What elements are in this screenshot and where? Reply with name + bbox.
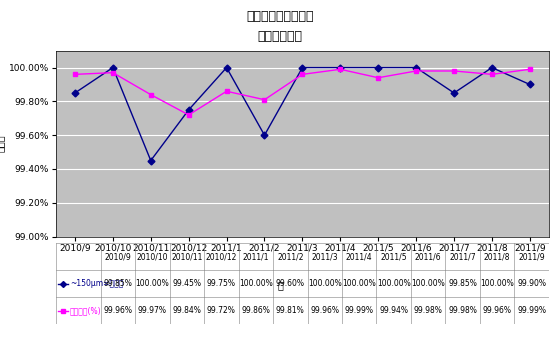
Text: 99.96%: 99.96% bbox=[104, 307, 133, 315]
総良品率(%) bbox=[261, 98, 268, 102]
Text: 2011/1: 2011/1 bbox=[242, 252, 269, 261]
総良品率(%) bbox=[72, 72, 78, 76]
総良品率(%) bbox=[147, 93, 154, 97]
総良品率(%) bbox=[488, 72, 495, 76]
~150μm=良品率 bbox=[223, 66, 230, 70]
Text: 99.99%: 99.99% bbox=[517, 307, 546, 315]
Text: 99.85%: 99.85% bbox=[104, 280, 133, 288]
Text: 99.99%: 99.99% bbox=[345, 307, 374, 315]
Text: 2011/2: 2011/2 bbox=[277, 252, 304, 261]
Text: 99.84%: 99.84% bbox=[172, 307, 202, 315]
Text: 99.81%: 99.81% bbox=[276, 307, 305, 315]
Text: 総良品率(%): 総良品率(%) bbox=[70, 307, 101, 315]
Text: 99.98%: 99.98% bbox=[414, 307, 442, 315]
Text: 2010/11: 2010/11 bbox=[171, 252, 203, 261]
Text: 99.86%: 99.86% bbox=[241, 307, 270, 315]
Text: 99.90%: 99.90% bbox=[517, 280, 546, 288]
Text: 2011/5: 2011/5 bbox=[380, 252, 407, 261]
Text: 99.72%: 99.72% bbox=[207, 307, 236, 315]
Text: 2011/4: 2011/4 bbox=[346, 252, 372, 261]
Y-axis label: 良品率: 良品率 bbox=[0, 135, 4, 152]
Text: ~150μm=良品率: ~150μm=良品率 bbox=[70, 280, 123, 288]
総良品率(%) bbox=[413, 69, 419, 73]
総良品率(%) bbox=[185, 113, 192, 117]
~150μm=良品率 bbox=[299, 66, 306, 70]
~150μm=良品率 bbox=[375, 66, 381, 70]
Text: 100.00%: 100.00% bbox=[308, 280, 342, 288]
Text: 2010/10: 2010/10 bbox=[137, 252, 168, 261]
総良品率(%) bbox=[223, 89, 230, 93]
~150μm=良品率 bbox=[72, 91, 78, 95]
Text: 2010/9: 2010/9 bbox=[105, 252, 132, 261]
Line: 総良品率(%): 総良品率(%) bbox=[73, 67, 532, 117]
Text: 2011/9: 2011/9 bbox=[518, 252, 545, 261]
総良品率(%) bbox=[299, 72, 306, 76]
Text: 100.00%: 100.00% bbox=[136, 280, 169, 288]
総良品率(%) bbox=[375, 76, 381, 80]
Text: 99.96%: 99.96% bbox=[310, 307, 339, 315]
総良品率(%) bbox=[337, 67, 344, 71]
~150μm=良品率 bbox=[185, 108, 192, 112]
Text: 99.97%: 99.97% bbox=[138, 307, 167, 315]
総良品率(%) bbox=[451, 69, 458, 73]
Text: 99.45%: 99.45% bbox=[172, 280, 202, 288]
Text: 月: 月 bbox=[277, 281, 283, 291]
Line: ~150μm=良品率: ~150μm=良品率 bbox=[73, 65, 532, 163]
~150μm=良品率 bbox=[488, 66, 495, 70]
Text: 2011/6: 2011/6 bbox=[415, 252, 441, 261]
Text: 99.85%: 99.85% bbox=[448, 280, 477, 288]
~150μm=良品率 bbox=[261, 133, 268, 137]
Text: バックグラインド品: バックグラインド品 bbox=[246, 10, 314, 23]
Text: 100.00%: 100.00% bbox=[480, 280, 514, 288]
~150μm=良品率 bbox=[147, 159, 154, 163]
Text: 99.75%: 99.75% bbox=[207, 280, 236, 288]
Text: 2011/3: 2011/3 bbox=[311, 252, 338, 261]
Text: 99.98%: 99.98% bbox=[448, 307, 477, 315]
Text: 2011/8: 2011/8 bbox=[484, 252, 510, 261]
~150μm=良品率 bbox=[413, 66, 419, 70]
Text: 100.00%: 100.00% bbox=[377, 280, 410, 288]
Text: 100.00%: 100.00% bbox=[342, 280, 376, 288]
Text: 2011/7: 2011/7 bbox=[449, 252, 476, 261]
Text: 100.00%: 100.00% bbox=[411, 280, 445, 288]
~150μm=良品率 bbox=[110, 66, 116, 70]
Text: 100.00%: 100.00% bbox=[239, 280, 273, 288]
Text: 99.96%: 99.96% bbox=[483, 307, 512, 315]
Text: 2010/12: 2010/12 bbox=[206, 252, 237, 261]
~150μm=良品率 bbox=[526, 82, 533, 87]
Text: 99.60%: 99.60% bbox=[276, 280, 305, 288]
総良品率(%) bbox=[110, 71, 116, 75]
Text: 厘み別良品率: 厘み別良品率 bbox=[258, 30, 302, 43]
総良品率(%) bbox=[526, 67, 533, 71]
Text: 99.94%: 99.94% bbox=[379, 307, 408, 315]
~150μm=良品率 bbox=[337, 66, 344, 70]
~150μm=良品率 bbox=[451, 91, 458, 95]
